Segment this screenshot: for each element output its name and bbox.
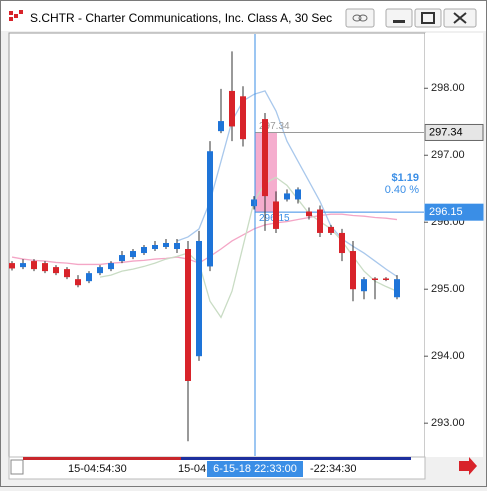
close-button[interactable] [443,8,477,28]
candle-body [163,242,169,248]
candle-body [86,273,92,282]
candle-body [251,199,257,207]
price-marker-label: 297.34 [429,126,463,138]
x-tick-label: 15-04:54:30 [68,463,127,475]
crosshair-time-label: 6-15-18 22:33:00 [213,463,297,475]
candle-body [119,255,125,262]
candle-body [130,251,136,258]
window-title: S.CHTR - Charter Communications, Inc. Cl… [30,11,332,25]
maximize-button[interactable] [414,8,442,28]
candle-body [174,242,180,250]
candle-body [64,269,70,278]
candle-body [20,263,26,268]
link-button[interactable] [345,8,375,28]
candle-body [295,189,301,200]
scroll-handle[interactable] [10,459,24,475]
candle-body [350,251,356,290]
candle-body [196,240,202,357]
price-marker-label: 296.15 [429,206,463,218]
candle-body [328,226,334,233]
candle-body [284,193,290,200]
scroll-track-left [23,457,181,460]
minimize-button[interactable] [385,8,413,28]
price-marker-box [424,203,484,221]
candle-body [207,151,213,267]
indicator-line [176,90,398,278]
candle-body [394,279,400,298]
candle-body [383,278,389,280]
indicator-line [11,213,398,266]
y-tick-label: 293.00 [431,417,465,429]
y-tick-label: 295.00 [431,283,465,295]
candle-body [218,121,224,132]
candle-body [31,261,37,270]
candle-body [97,267,103,274]
y-tick-label: 298.00 [431,82,465,94]
candle-body [75,279,81,286]
candle-body [9,263,15,269]
candle-body [262,119,268,197]
candle-body [108,263,114,270]
candle-body [372,278,378,280]
crosshair-time-box [207,461,303,477]
plot-area [8,32,426,458]
candle-body [306,211,312,217]
candle-body [317,209,323,233]
y-tick-label: 297.00 [431,149,465,161]
indicator-line [99,176,398,319]
app-icon [9,10,23,21]
candle-body [53,267,59,274]
y-tick-label: 294.00 [431,350,465,362]
candle-body [141,247,147,254]
candle-body [361,279,367,292]
x-tick-label: -22:34:30 [310,463,356,475]
candle-body [185,249,191,381]
candle-body [42,263,48,272]
candle-body [229,90,235,127]
candle-body [339,232,345,254]
x-tick-label: 15-04 [178,463,206,475]
price-marker-box [424,123,484,141]
candle-body [152,245,158,250]
candle-body [273,201,279,229]
scroll-track-right [181,457,411,460]
measure-change: $1.19 [391,172,419,184]
measure-percent: 0.40 % [385,184,419,196]
measure-point-label: 297.34 [259,121,290,132]
price-axis [425,33,483,457]
scroll-right-arrow[interactable] [459,457,477,475]
candle-body [240,96,246,140]
